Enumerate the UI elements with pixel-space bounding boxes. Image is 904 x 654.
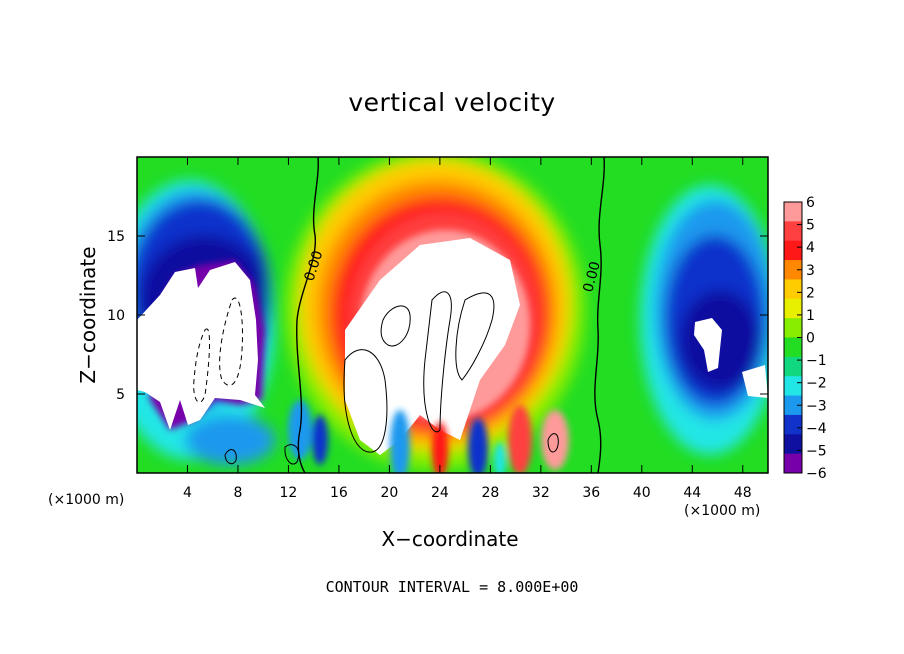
colorbar-label: −6 (806, 466, 827, 482)
colorbar: 6 5 4 3 2 1 0 −1 −2 −3 −4 −5 −6 (783, 195, 827, 482)
colorbar-swatch (784, 395, 802, 416)
x-tick-label: 4 (183, 485, 192, 501)
x-tick-label: 48 (734, 485, 752, 501)
colorbar-swatch (784, 434, 802, 455)
y-axis: 5 10 15 (107, 229, 768, 403)
colorbar-label: −5 (806, 443, 827, 459)
colorbar-swatch (784, 453, 802, 474)
x-tick-label: 44 (683, 485, 701, 501)
x-tick-label: 32 (532, 485, 550, 501)
colorbar-label: 3 (806, 263, 815, 279)
colorbar-swatch (784, 202, 802, 222)
y-tick-label: 15 (107, 229, 125, 245)
x-tick-label: 20 (380, 485, 398, 501)
contour-label: 0.00 (580, 260, 604, 294)
colorbar-label: 6 (806, 195, 815, 211)
chart-title: vertical velocity (348, 88, 556, 117)
colorbar-label: 0 (806, 331, 815, 347)
y-tick-label: 10 (107, 308, 125, 324)
colorbar-swatch (784, 260, 802, 280)
colorbar-label: −4 (806, 421, 827, 437)
x-axis: 4 8 12 16 20 24 28 32 36 40 44 48 (183, 157, 752, 501)
y-tick-label: 5 (116, 387, 125, 403)
contour-interval-note: CONTOUR INTERVAL = 8.000E+00 (325, 578, 579, 596)
zero-contours (296, 157, 605, 473)
colorbar-label: 4 (806, 240, 815, 256)
colorbar-label: 1 (806, 308, 815, 324)
colorbar-swatch (784, 337, 802, 358)
colorbar-swatch (784, 356, 802, 377)
colorbar-label: −1 (806, 353, 827, 369)
colorbar-swatch (784, 414, 802, 435)
x-tick-label: 28 (481, 485, 499, 501)
colorbar-label: −2 (806, 376, 827, 392)
x-tick-label: 12 (280, 485, 298, 501)
x-unit-label-right: (×1000 m) (684, 503, 761, 519)
x-unit-label-left: (×1000 m) (48, 492, 125, 508)
colorbar-swatch (784, 376, 802, 397)
colorbar-label: 5 (806, 218, 815, 234)
x-tick-label: 16 (330, 485, 348, 501)
colorbar-swatch (784, 298, 802, 319)
x-tick-label: 36 (582, 485, 600, 501)
x-tick-label: 24 (431, 485, 449, 501)
interior-contours (224, 291, 559, 465)
colorbar-swatch (784, 318, 802, 338)
colorbar-swatch (784, 240, 802, 261)
velocity-field (137, 157, 768, 473)
x-tick-label: 8 (233, 485, 242, 501)
x-axis-label: X−coordinate (381, 527, 519, 551)
colorbar-swatch (784, 279, 802, 300)
colorbar-swatch (784, 221, 802, 242)
colorbar-label: 2 (806, 285, 815, 301)
negative-contours (193, 297, 243, 403)
x-tick-label: 40 (633, 485, 651, 501)
colorbar-label: −3 (806, 398, 827, 414)
